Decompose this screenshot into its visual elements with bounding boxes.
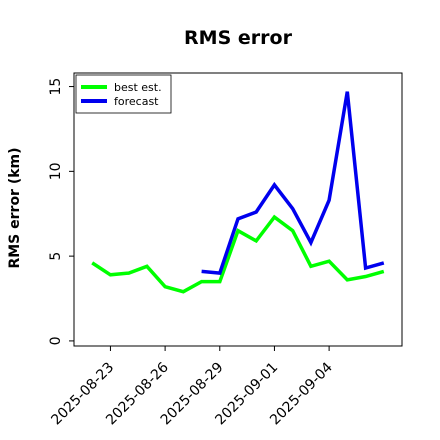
legend: best est. forecast: [75, 74, 172, 114]
y-tick-label: 15: [48, 78, 64, 96]
chart-title: RMS error: [184, 27, 293, 49]
y-tick-label: 5: [48, 252, 64, 261]
legend-label-forecast: forecast: [114, 95, 159, 108]
series-line-forecast: [201, 91, 385, 275]
y-tick-label: 10: [48, 162, 64, 180]
series-line-best-est: [91, 214, 385, 294]
x-axis: 2025-08-232025-08-262025-08-292025-09-01…: [48, 346, 336, 428]
plot-area: [73, 72, 403, 347]
y-axis: 0 5 10 15: [48, 78, 74, 345]
series-lines: [91, 91, 385, 294]
y-tick-label: 0: [48, 336, 64, 345]
y-axis-label: RMS error (km): [7, 147, 23, 268]
legend-label-best-est: best est.: [114, 81, 162, 94]
legend-box: [75, 74, 172, 114]
